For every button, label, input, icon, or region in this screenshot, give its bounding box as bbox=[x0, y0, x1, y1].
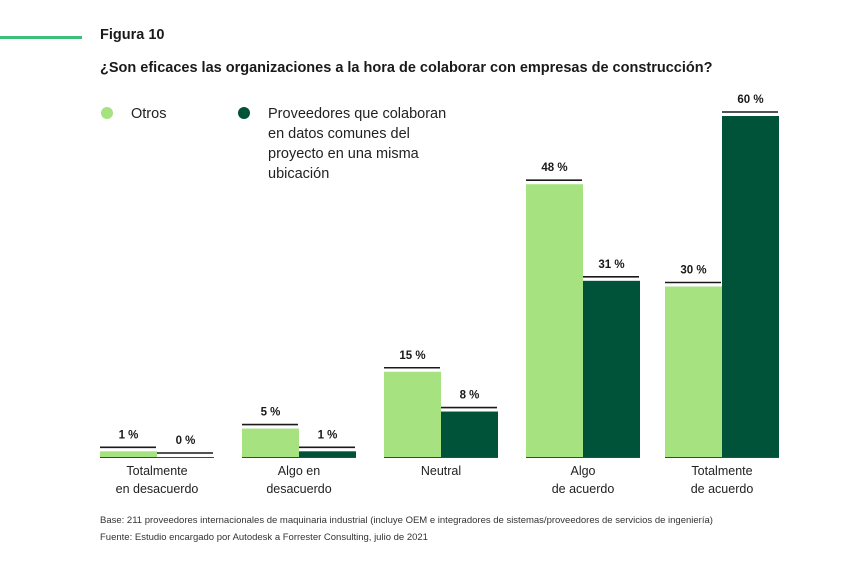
bar bbox=[299, 451, 356, 457]
category-label: Totalmente bbox=[126, 464, 187, 478]
bar bbox=[384, 371, 441, 457]
category-label: Algo en bbox=[278, 464, 320, 478]
category-label: en desacuerdo bbox=[116, 482, 199, 496]
data-label: 48 % bbox=[541, 162, 567, 174]
category-label: Totalmente bbox=[691, 464, 752, 478]
data-label: 60 % bbox=[737, 94, 763, 106]
legend-label-otros: Otros bbox=[131, 106, 167, 122]
legend-label-proveedores: Proveedores que colaboran en datos comun… bbox=[268, 106, 447, 182]
legend-item-otros: Otros bbox=[101, 104, 166, 124]
footnote-base: Base: 211 proveedores internacionales de… bbox=[100, 515, 713, 526]
bar bbox=[665, 286, 722, 457]
category-label: Algo bbox=[570, 464, 595, 478]
legend-swatch-proveedores bbox=[238, 107, 250, 119]
data-label: 8 % bbox=[460, 390, 480, 402]
data-label: 1 % bbox=[119, 429, 139, 441]
bar bbox=[722, 116, 779, 457]
accent-line bbox=[0, 36, 82, 39]
footnote-source: Fuente: Estudio encargado por Autodesk a… bbox=[100, 532, 428, 543]
data-label: 30 % bbox=[680, 265, 706, 277]
data-label: 31 % bbox=[598, 259, 624, 271]
category-label: Neutral bbox=[421, 464, 461, 478]
category-label: desacuerdo bbox=[266, 482, 331, 496]
data-label: 1 % bbox=[318, 429, 338, 441]
bar bbox=[242, 428, 299, 457]
legend-item-proveedores: Proveedores que colaboran en datos comun… bbox=[238, 104, 458, 184]
bar bbox=[526, 184, 583, 457]
bar bbox=[583, 280, 640, 457]
data-label: 15 % bbox=[399, 350, 425, 362]
bar bbox=[441, 411, 498, 457]
category-label: de acuerdo bbox=[691, 482, 754, 496]
bar bbox=[100, 451, 157, 457]
data-label: 5 % bbox=[261, 407, 281, 419]
data-label: 0 % bbox=[176, 435, 196, 447]
legend-swatch-otros bbox=[101, 107, 113, 119]
category-label: de acuerdo bbox=[552, 482, 615, 496]
chart-title: ¿Son eficaces las organizaciones a la ho… bbox=[100, 60, 713, 76]
figure-label: Figura 10 bbox=[100, 27, 165, 43]
